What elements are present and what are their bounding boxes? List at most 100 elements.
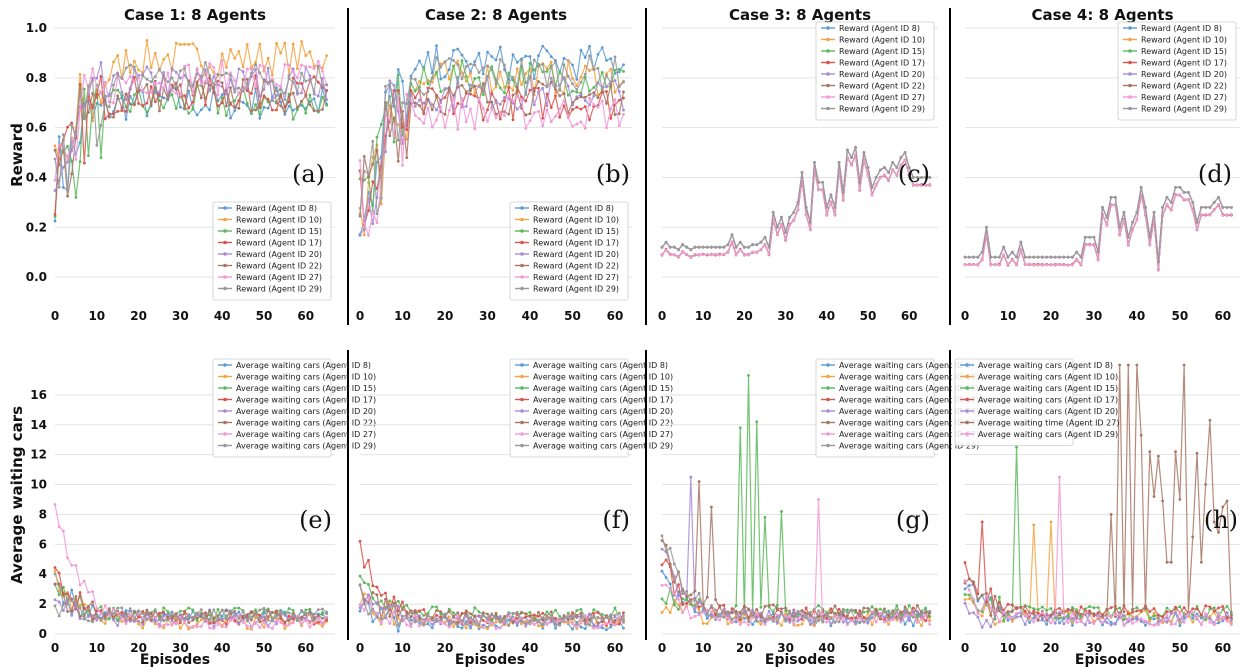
data-point: [237, 86, 241, 90]
series-line: [53, 60, 329, 192]
data-point: [963, 598, 967, 602]
data-point: [405, 623, 409, 627]
data-point: [759, 622, 763, 626]
data-point: [685, 252, 689, 256]
data-point: [583, 56, 587, 59]
data-point: [498, 615, 502, 618]
y-tick-label: 2: [39, 597, 47, 611]
data-point: [145, 618, 149, 622]
data-point: [103, 613, 107, 617]
data-point: [596, 623, 600, 627]
data-point: [701, 610, 705, 614]
data-point: [1182, 616, 1186, 620]
data-point: [435, 617, 438, 621]
legend-entry: Average waiting cars (Agent ID 20): [236, 407, 376, 416]
data-point: [120, 616, 124, 620]
data-point: [549, 60, 553, 64]
data-point: [609, 617, 613, 621]
data-point: [622, 614, 625, 618]
data-point: [579, 48, 583, 52]
data-point: [456, 76, 460, 79]
data-point: [916, 176, 919, 179]
data-point: [490, 68, 494, 72]
series-line: [660, 498, 932, 627]
data-point: [1019, 247, 1023, 251]
data-point: [609, 621, 613, 625]
data-point: [312, 92, 316, 96]
data-point: [241, 70, 245, 73]
data-point: [1217, 621, 1220, 625]
data-point: [494, 112, 498, 116]
data-point: [1178, 618, 1182, 622]
legend-entry: Reward (Agent ID 22): [533, 262, 619, 271]
data-point: [1032, 255, 1036, 259]
panel-letter: (d): [1198, 160, 1232, 188]
data-point: [481, 614, 485, 617]
data-point: [537, 64, 540, 68]
data-point: [266, 618, 270, 622]
data-point: [681, 243, 684, 247]
data-point: [575, 78, 579, 81]
data-point: [456, 625, 460, 629]
data-point: [87, 590, 90, 594]
data-point: [61, 165, 65, 169]
data-point: [112, 74, 115, 78]
data-point: [668, 587, 672, 591]
data-point: [99, 605, 103, 609]
data-point: [422, 614, 426, 617]
legend-entry: Average waiting cars (Agent ID 22): [236, 419, 376, 428]
data-point: [120, 94, 124, 98]
data-point: [1195, 451, 1199, 455]
data-point: [473, 127, 477, 131]
data-point: [430, 76, 434, 80]
data-point: [439, 105, 443, 109]
data-point: [1071, 255, 1074, 259]
data-point: [664, 543, 668, 547]
data-point: [295, 81, 299, 85]
data-point: [439, 77, 443, 81]
data-point: [233, 78, 237, 82]
data-point: [751, 250, 755, 254]
legend-entry: Reward (Agent ID 10): [839, 36, 925, 45]
y-tick-label: 14: [30, 418, 47, 432]
data-point: [685, 598, 689, 602]
data-point: [124, 92, 128, 96]
data-point: [199, 96, 203, 100]
data-point: [718, 618, 722, 622]
data-point: [759, 247, 763, 251]
data-point: [1182, 606, 1186, 610]
data-point: [66, 556, 69, 560]
data-point: [149, 618, 153, 622]
data-point: [605, 90, 608, 93]
data-point: [1032, 620, 1036, 624]
data-point: [237, 106, 241, 110]
data-point: [187, 625, 191, 629]
data-point: [515, 60, 519, 64]
data-point: [1028, 612, 1031, 616]
legend-entry: Reward (Agent ID 8): [533, 204, 614, 213]
data-point: [57, 143, 61, 147]
x-tick-label: 60: [607, 309, 624, 323]
data-point: [371, 611, 375, 615]
data-point: [405, 102, 409, 106]
data-point: [537, 80, 540, 83]
data-point: [507, 112, 511, 116]
data-point: [605, 614, 608, 617]
data-point: [895, 166, 899, 169]
data-point: [191, 84, 195, 88]
data-point: [600, 87, 604, 91]
data-point: [405, 614, 409, 618]
data-point: [405, 603, 409, 607]
data-point: [195, 619, 199, 623]
data-point: [162, 106, 166, 110]
data-point: [883, 173, 886, 177]
data-point: [689, 616, 693, 620]
data-point: [911, 183, 915, 187]
data-point: [498, 58, 502, 61]
data-point: [1096, 258, 1100, 262]
data-point: [137, 619, 140, 623]
data-point: [1023, 609, 1027, 613]
data-point: [537, 86, 540, 90]
legend-entry: Average waiting cars (Agent ID 27): [533, 430, 673, 439]
data-point: [195, 622, 199, 626]
